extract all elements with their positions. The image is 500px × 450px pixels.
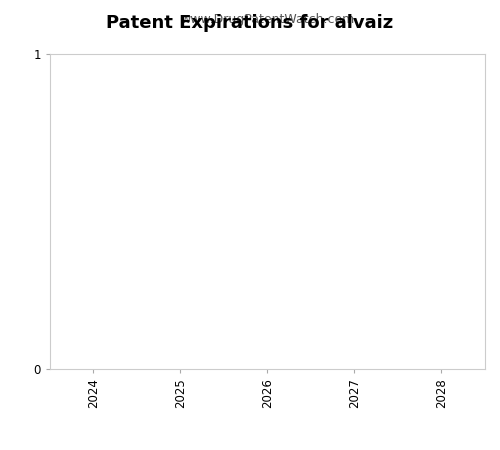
Text: Patent Expirations for alvaiz: Patent Expirations for alvaiz	[106, 14, 394, 32]
Title: www.DrugPatentWatch.com: www.DrugPatentWatch.com	[180, 14, 354, 27]
